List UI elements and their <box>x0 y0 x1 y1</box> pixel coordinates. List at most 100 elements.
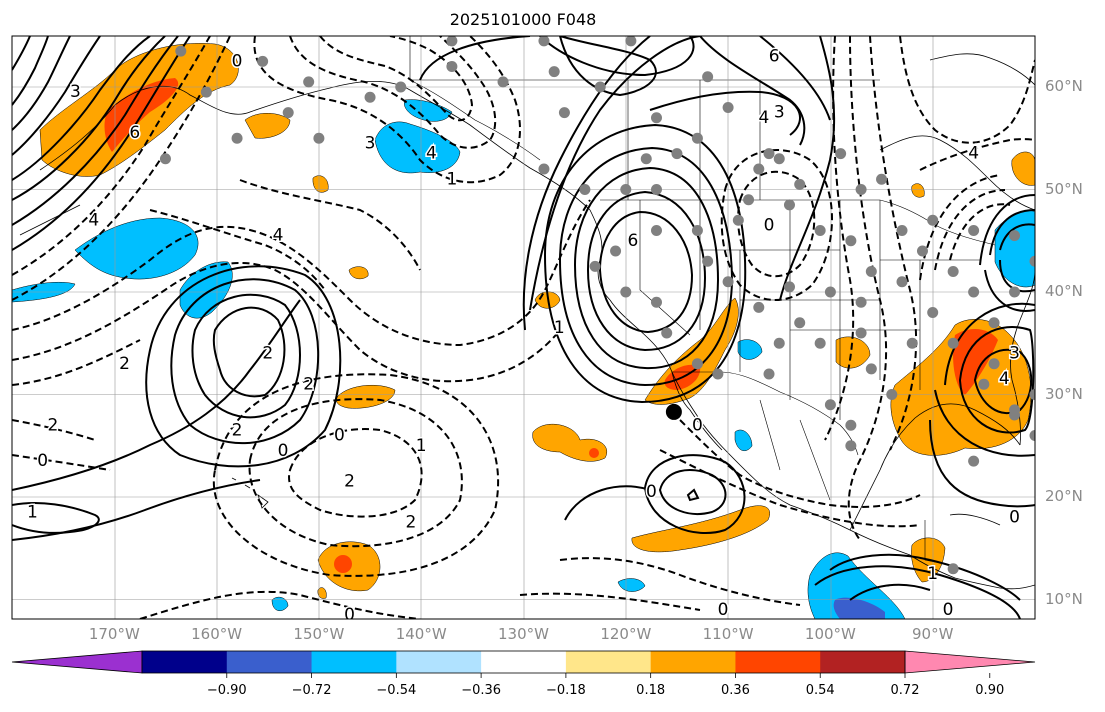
station-dot <box>702 71 714 83</box>
station-dot <box>650 184 662 195</box>
station-dot <box>1091 256 1102 267</box>
contour-solid-east-low-4 <box>934 389 1035 457</box>
colorbar-tick-label: −0.18 <box>545 683 586 698</box>
marker-layer <box>665 403 682 420</box>
station-dot <box>1091 35 1102 46</box>
shade-negative-small-2 <box>734 429 753 452</box>
contour-label: 0 <box>334 426 345 446</box>
contour-solid-trough-1 <box>779 36 836 301</box>
station-dot <box>947 563 959 575</box>
contour-dashed-plains-2 <box>869 36 918 451</box>
station-dot <box>732 214 744 226</box>
coastline-aleutians <box>19 204 81 236</box>
coastline-baja-west <box>671 371 723 451</box>
coastline-gulf <box>849 403 1021 531</box>
longitude-label: 100°W <box>804 625 856 643</box>
colorbar-extend-low <box>11 650 143 674</box>
colorbar-segment <box>565 651 652 673</box>
contour-solid-north-1 <box>419 36 531 81</box>
colorbar-tick-label: 0.18 <box>636 683 666 698</box>
contour-solid-east-low-1 <box>973 348 1033 415</box>
contour-dashed-pac-south <box>559 557 801 606</box>
colorbar-segment <box>481 651 567 673</box>
map-title: 2025101000 F048 <box>449 10 597 29</box>
colorbar-tick-label: 0.72 <box>890 683 920 698</box>
coastline-labrador <box>929 53 1035 86</box>
station-dot <box>282 107 294 119</box>
station-dot <box>1040 369 1051 380</box>
station-dot <box>794 317 806 329</box>
colorbar-tick-label: 0.54 <box>805 683 835 698</box>
station-dot <box>1029 255 1035 267</box>
contour-solid-alaska-7 <box>12 36 49 106</box>
station-dot <box>671 148 683 160</box>
station-dot <box>978 378 990 390</box>
station-dot <box>620 286 632 298</box>
contour-label: 2 <box>344 472 355 492</box>
shade-negative-alaska <box>374 121 461 174</box>
contour-solid-low-3 <box>573 166 720 370</box>
station-dot <box>620 184 632 195</box>
station-dot <box>661 327 673 339</box>
contour-label: 2 <box>48 415 59 435</box>
station-dot <box>865 266 877 277</box>
shade-negative-pacific <box>74 217 199 280</box>
contour-label: 3 <box>365 133 376 153</box>
station-dot <box>855 296 867 308</box>
station-dot <box>446 36 458 47</box>
station-dot <box>753 301 765 313</box>
border-mexico-2 <box>799 419 831 501</box>
station-dot <box>927 214 939 226</box>
colorbar <box>11 650 1036 678</box>
latitude-label: 30°N <box>1045 384 1083 403</box>
colorbar-tick-label: 0.90 <box>975 683 1005 698</box>
contour-label: 1 <box>446 169 457 189</box>
station-dot <box>824 399 836 411</box>
station-dot <box>200 86 212 98</box>
station-dot <box>610 245 622 257</box>
contour-solid-east-low-3 <box>944 302 1035 386</box>
contour-solid-east-low-5 <box>929 419 1035 508</box>
contour-solid-alaska-5 <box>12 36 101 156</box>
shade-positive-small-4 <box>911 183 925 198</box>
shade-positive-gulf <box>244 113 291 139</box>
map-frame <box>11 35 1036 620</box>
station-dot <box>640 153 652 165</box>
station-dot <box>446 61 458 72</box>
latitude-label: 60°N <box>1045 77 1083 95</box>
station-dot <box>824 286 836 298</box>
station-dot <box>1009 286 1021 298</box>
station-dot <box>906 337 918 349</box>
contour-dashed-west-2 <box>12 454 111 471</box>
station-dot <box>650 296 662 308</box>
longitude-label: 170°W <box>88 625 140 643</box>
contour-solid-alaska-8 <box>12 36 31 71</box>
shade-positive-ne <box>1011 151 1035 186</box>
contour-solid-central-low-2 <box>814 565 1021 619</box>
contour-solid-pac-low-3 <box>564 485 651 521</box>
contour-solid-central-low-3 <box>849 583 931 601</box>
station-dot <box>1081 235 1092 246</box>
station-dot <box>691 132 703 144</box>
station-dot <box>497 76 509 88</box>
shade-strong-sub2 <box>589 448 599 458</box>
station-dot <box>364 91 376 103</box>
station-dot <box>896 225 908 236</box>
contour-solid-ridge-3 <box>170 278 320 445</box>
stations-layer <box>159 35 1102 575</box>
contour-dashed-gulf-3 <box>319 36 474 122</box>
contour-label: 2 <box>119 354 130 374</box>
contour-dashed-alaska-1 <box>12 36 211 276</box>
shade-positive-small-3 <box>317 587 327 599</box>
contour-solid-bowtie <box>686 488 700 502</box>
contour-label: 6 <box>628 231 639 251</box>
latitude-label: 10°N <box>1045 589 1083 608</box>
station-dot <box>896 276 908 288</box>
station-dot <box>650 225 662 236</box>
station-dot <box>650 112 662 124</box>
contour-dashed-gyre-2 <box>248 398 463 548</box>
station-dot <box>1009 404 1021 416</box>
station-dot <box>589 260 601 272</box>
